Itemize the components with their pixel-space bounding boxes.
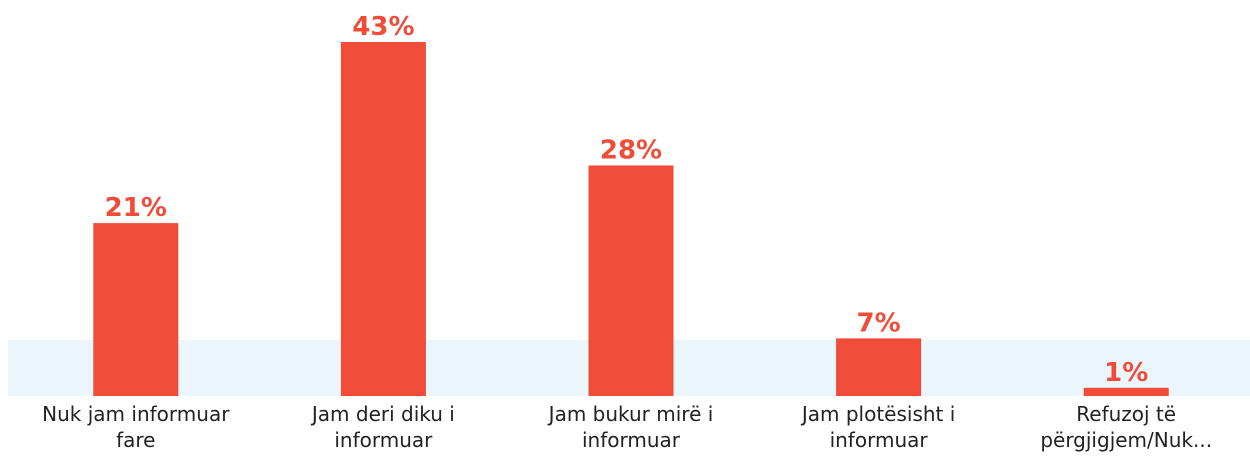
value-label: 7% <box>857 308 901 338</box>
value-label: 43% <box>352 12 414 42</box>
value-label: 28% <box>600 135 662 165</box>
x-tick-label: Refuzoj të përgjigjem/Nuk... <box>1040 402 1213 452</box>
bar <box>1083 387 1169 396</box>
bar <box>588 165 674 396</box>
x-tick-label: Nuk jam informuar fare <box>42 402 230 452</box>
value-label: 1% <box>1104 358 1148 388</box>
x-tick-label: Jam bukur mirë i informuar <box>548 402 714 452</box>
bar <box>836 338 922 396</box>
x-tick-label: Jam deri diku i informuar <box>311 402 455 452</box>
bar <box>93 223 179 396</box>
value-label: 21% <box>105 193 167 223</box>
bar <box>340 42 426 396</box>
x-tick-label: Jam plotësisht i informuar <box>801 402 956 452</box>
